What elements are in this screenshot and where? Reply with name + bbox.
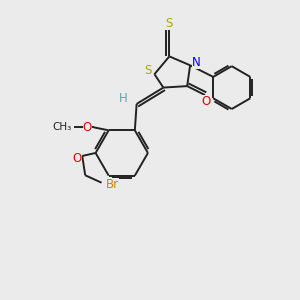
Text: H: H — [119, 92, 128, 105]
Text: O: O — [202, 95, 211, 108]
Text: S: S — [166, 16, 173, 30]
Text: S: S — [144, 64, 152, 77]
Text: CH₃: CH₃ — [52, 122, 71, 132]
Text: O: O — [83, 121, 92, 134]
Text: Br: Br — [106, 178, 119, 191]
Text: O: O — [73, 152, 82, 164]
Text: N: N — [192, 56, 201, 69]
